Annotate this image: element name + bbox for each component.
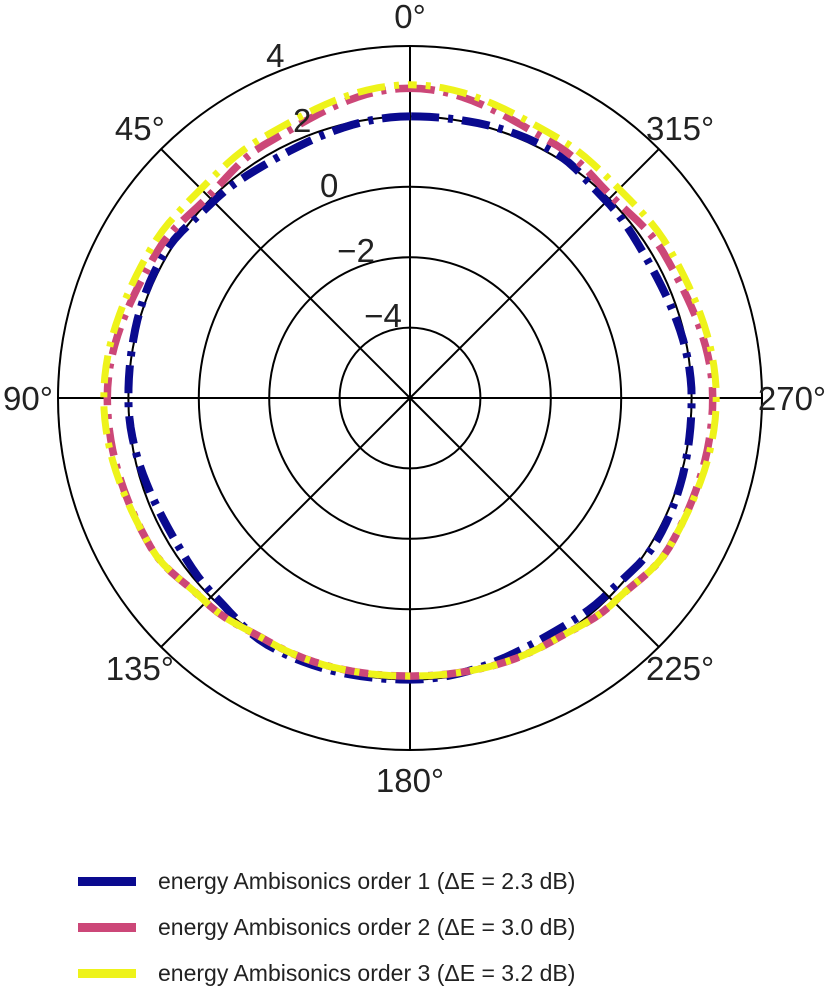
legend-entry-2: energy Ambisonics order 2 (ΔE = 3.0 dB) — [78, 904, 575, 950]
angle-tick-label-7: 315° — [646, 110, 714, 147]
angular-gridline-3 — [160, 397, 411, 648]
legend-entry-1: energy Ambisonics order 1 (ΔE = 2.3 dB) — [78, 858, 575, 904]
legend-label-1: energy Ambisonics order 1 (ΔE = 2.3 dB) — [158, 867, 576, 894]
angle-tick-label-5: 225° — [646, 650, 714, 687]
angular-gridline-5 — [409, 397, 660, 648]
legend-entry-3: energy Ambisonics order 3 (ΔE = 3.2 dB) — [78, 950, 575, 996]
angle-tick-label-0: 0° — [394, 0, 426, 35]
radial-tick-label-2: 0 — [320, 167, 338, 204]
angle-tick-label-6: 270° — [758, 380, 826, 417]
angle-tick-label-3: 135° — [106, 650, 174, 687]
legend-swatch-1 — [78, 876, 136, 886]
legend-swatch-2 — [78, 922, 136, 932]
radial-tick-label-1: −2 — [337, 232, 375, 269]
series-lines — [100, 81, 720, 684]
angle-tick-label-2: 90° — [3, 380, 53, 417]
polar-grid — [57, 45, 763, 751]
polar-chart: −4 −2 024 0° 45° 90° 135° 180° 225° 270° 315° — [3, 0, 826, 799]
legend: energy Ambisonics order 1 (ΔE = 2.3 dB) … — [78, 858, 575, 996]
angle-tick-label-1: 45° — [115, 110, 165, 147]
radial-tick-label-0: −4 — [364, 297, 402, 334]
tick-labels: −4 −2 024 0° 45° 90° 135° 180° 225° 270° 315° — [3, 0, 826, 799]
series-line-3 — [100, 81, 720, 680]
radial-tick-label-3: 2 — [293, 102, 311, 139]
legend-swatch-3 — [78, 968, 136, 978]
angular-gridline-7 — [409, 148, 660, 399]
radial-tick-label-4: 4 — [266, 37, 284, 74]
legend-label-2: energy Ambisonics order 2 (ΔE = 3.0 dB) — [158, 913, 576, 940]
angle-tick-label-4: 180° — [376, 762, 444, 799]
angular-gridline-1 — [160, 148, 411, 399]
legend-label-3: energy Ambisonics order 3 (ΔE = 3.2 dB) — [158, 959, 576, 986]
